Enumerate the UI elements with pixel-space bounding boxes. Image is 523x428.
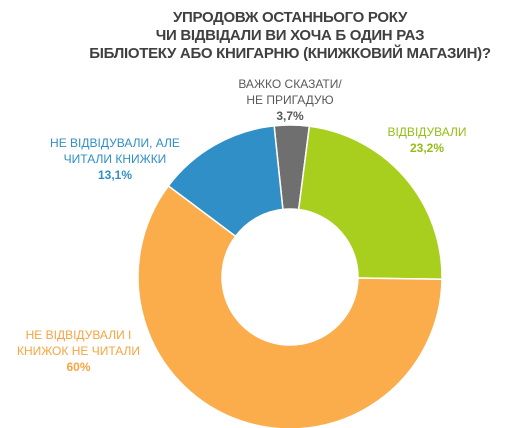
value-label: 3,7%: [276, 109, 304, 123]
slice-label: ВАЖКО СКАЗАТИ/ НЕ ПРИГАДУЮ 3,7%: [230, 76, 350, 124]
value-label: 23,2%: [409, 141, 445, 155]
category-label: ВАЖКО СКАЗАТИ/ НЕ ПРИГАДУЮ: [238, 77, 342, 107]
slice-label: НЕ ВІДВІДУВАЛИ, АЛЕ ЧИТАЛИ КНИЖКИ 13,1%: [40, 135, 190, 183]
slice-label: НЕ ВІДВІДУВАЛИ І КНИЖОК НЕ ЧИТАЛИ 60%: [6, 327, 151, 375]
category-label: НЕ ВІДВІДУВАЛИ І КНИЖОК НЕ ЧИТАЛИ: [16, 328, 141, 358]
chart-title: БІБЛІОТЕКУ АБО КНИГАРНЮ (КНИЖКОВИЙ МАГАЗ…: [89, 44, 491, 62]
donut-slice: [297, 125, 443, 280]
category-label: ВІДВІДУВАЛИ: [387, 125, 467, 139]
donut-slice: [167, 125, 284, 238]
value-label: 13,1%: [97, 168, 133, 182]
slice-label: ВІДВІДУВАЛИ 23,2%: [372, 124, 482, 156]
donut-slice: [137, 184, 443, 428]
category-label: НЕ ВІДВІДУВАЛИ, АЛЕ ЧИТАЛИ КНИЖКИ: [50, 136, 180, 166]
chart-title: ЧИ ВІДВІДАЛИ ВИ ХОЧА Б ОДИН РАЗ: [156, 27, 424, 44]
value-label: 60%: [66, 360, 91, 374]
chart-title: УПРОДОВЖ ОСТАННЬОГО РОКУ: [173, 9, 408, 26]
